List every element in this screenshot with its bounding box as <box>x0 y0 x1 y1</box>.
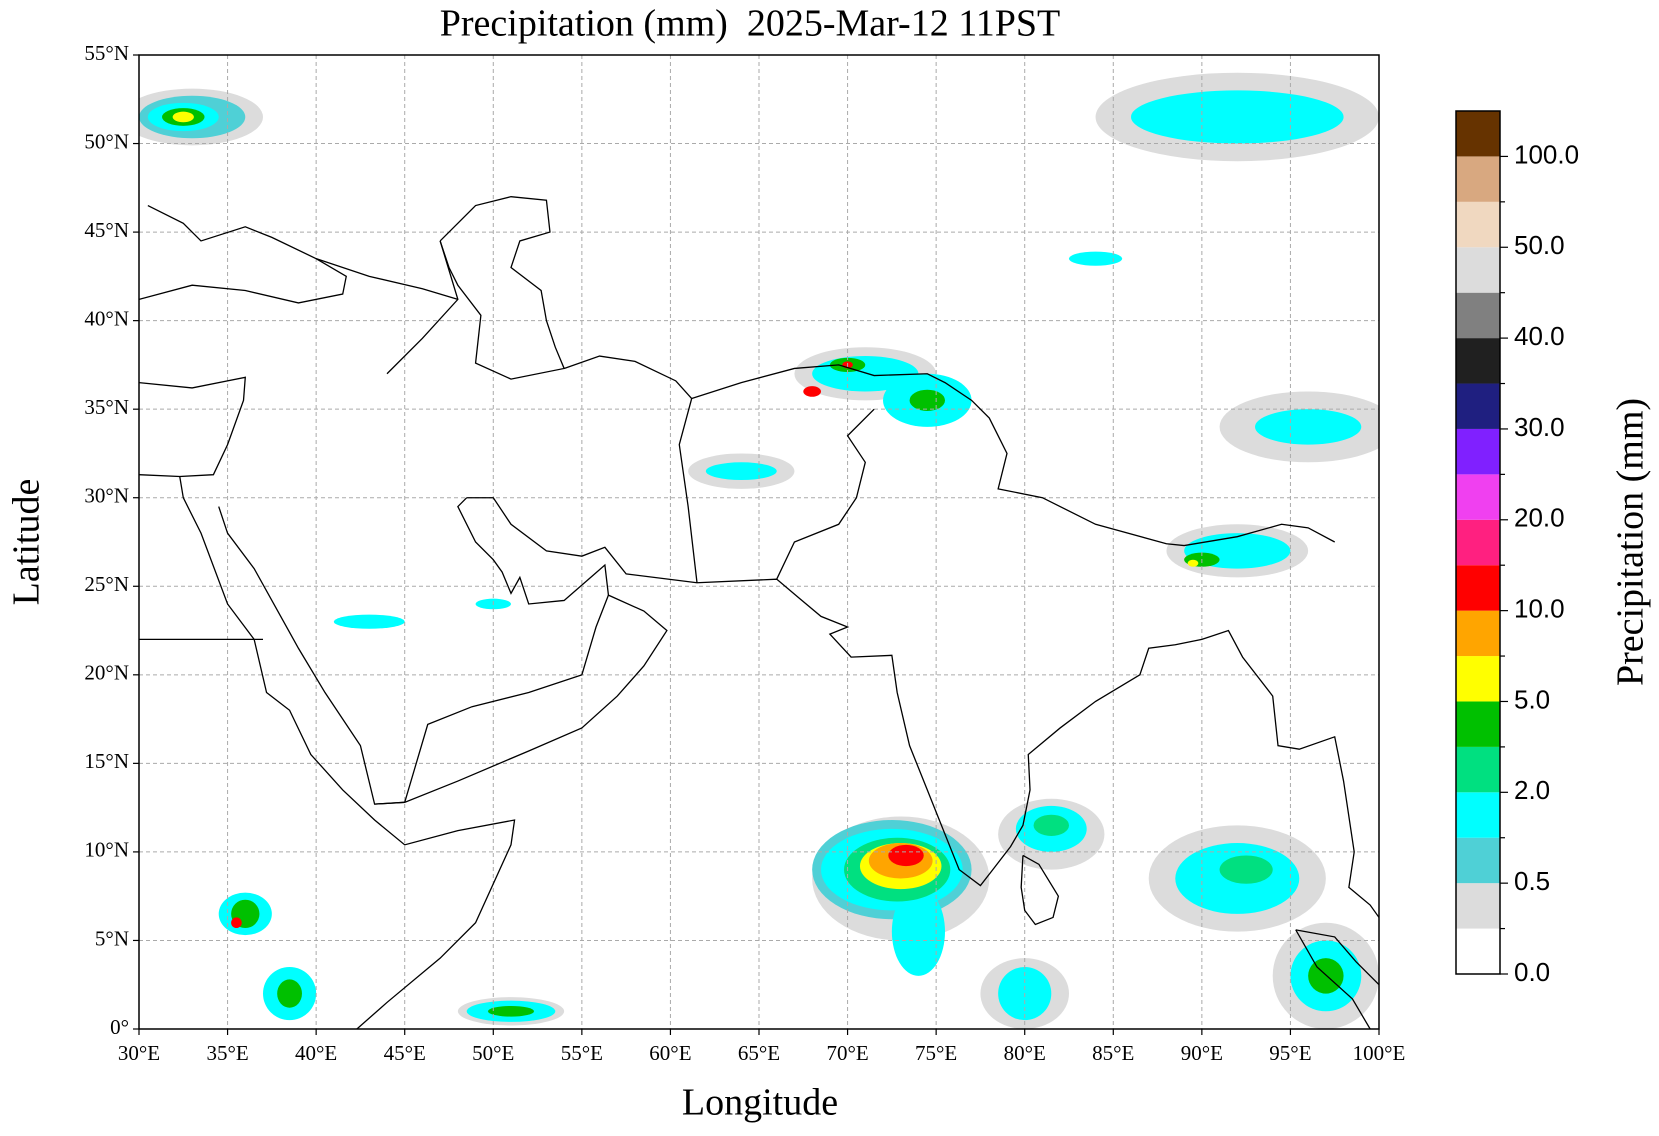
colorbar-segment <box>1456 656 1500 702</box>
map-area <box>139 55 1379 1029</box>
colorbar-segment <box>1456 428 1500 475</box>
coastline <box>563 355 693 399</box>
x-tick-label: 50°E <box>472 1041 514 1065</box>
precip-patch <box>487 1005 535 1017</box>
colorbar-segment <box>1456 610 1500 657</box>
y-tick-label: 25°N <box>84 572 129 596</box>
y-axis-label: Latitude <box>6 479 48 606</box>
coastline <box>404 594 610 803</box>
y-tick-label: 40°N <box>84 306 129 330</box>
x-tick-label: 75°E <box>915 1041 957 1065</box>
colorbar-segment <box>1456 111 1500 157</box>
x-tick-label: 30°E <box>118 1041 160 1065</box>
coastline <box>315 258 459 301</box>
x-axis-label: Longitude <box>682 1082 838 1124</box>
colorbar-segment <box>1456 156 1500 202</box>
precip-patch <box>1255 409 1362 445</box>
colorbar-frame <box>1455 110 1501 975</box>
precip-patch <box>803 386 822 397</box>
colorbar-segment <box>1456 474 1500 520</box>
y-tick-label: 45°N <box>84 218 129 242</box>
y-tick-label: 10°N <box>84 838 129 862</box>
colorbar-segment <box>1456 383 1500 429</box>
colorbar-tick-label: 30.0 <box>1514 412 1565 442</box>
y-tick-label: 30°N <box>84 484 129 508</box>
precip-patch <box>1308 958 1344 994</box>
y-tick-label: 35°N <box>84 395 129 419</box>
coastline <box>1020 854 1060 926</box>
colorbar-label: Precipitation (mm) <box>1610 398 1652 686</box>
y-tick-label: 55°N <box>84 41 129 65</box>
x-tick-label: 35°E <box>206 1041 248 1065</box>
x-tick-label: 55°E <box>561 1041 603 1065</box>
coastline <box>439 196 566 380</box>
precip-patch <box>909 389 945 411</box>
chart-title: Precipitation (mm) 2025-Mar-12 11PST <box>440 3 1061 45</box>
colorbar-segment <box>1456 247 1500 293</box>
coastline <box>776 408 875 580</box>
colorbar-segment <box>1456 201 1500 248</box>
colorbar-tick-label: 50.0 <box>1514 230 1565 260</box>
precip-patch <box>888 844 924 867</box>
coastline <box>1295 929 1379 986</box>
colorbar-tick-label: 0.0 <box>1514 957 1550 987</box>
coastline <box>386 240 459 375</box>
x-tick-label: 100°E <box>1353 1041 1406 1065</box>
precip-patch <box>1033 814 1070 836</box>
y-tick-label: 5°N <box>95 926 129 950</box>
colorbar-tick-label: 100.0 <box>1514 139 1579 169</box>
colorbar-segment <box>1456 746 1500 793</box>
colorbar-tick-label: 2.0 <box>1514 775 1550 805</box>
precip-patch <box>277 979 302 1008</box>
x-tick-label: 70°E <box>826 1041 868 1065</box>
x-tick-label: 60°E <box>649 1041 691 1065</box>
y-tick-label: 15°N <box>84 749 129 773</box>
precip-patch <box>1187 559 1199 567</box>
precip-patch <box>1131 90 1344 144</box>
colorbar-segment <box>1456 792 1500 838</box>
coastline <box>374 801 405 805</box>
x-tick-label: 85°E <box>1092 1041 1134 1065</box>
colorbar-tick-label: 20.0 <box>1514 503 1565 533</box>
coastline <box>218 497 668 805</box>
y-tick-label: 20°N <box>84 661 129 685</box>
colorbar-tick-label: 0.5 <box>1514 866 1550 896</box>
precip-patch <box>1219 855 1273 884</box>
precip-patch <box>231 917 242 929</box>
coastline <box>678 364 1336 583</box>
coastline <box>179 476 516 1029</box>
x-tick-label: 45°E <box>384 1041 426 1065</box>
x-tick-label: 65°E <box>738 1041 780 1065</box>
precip-patch <box>1069 251 1123 266</box>
colorbar-tick-label: 5.0 <box>1514 684 1550 714</box>
x-tick-label: 40°E <box>295 1041 337 1065</box>
coastline <box>139 376 246 478</box>
colorbar-segment <box>1456 701 1500 747</box>
colorbar-segment <box>1456 565 1500 611</box>
x-tick-label: 80°E <box>1004 1041 1046 1065</box>
y-tick-label: 50°N <box>84 129 129 153</box>
colorbar-tick-label: 40.0 <box>1514 321 1565 351</box>
colorbar-segment <box>1456 928 1500 974</box>
x-tick-label: 90°E <box>1181 1041 1223 1065</box>
precip-patch <box>891 887 946 976</box>
y-tick-label: 0° <box>110 1015 129 1039</box>
colorbar-segment <box>1456 292 1500 339</box>
precip-patch <box>333 614 405 629</box>
colorbar-tick-label: 10.0 <box>1514 594 1565 624</box>
precip-patch <box>705 462 777 481</box>
colorbar-segment <box>1456 837 1500 884</box>
precip-patch <box>172 111 194 123</box>
colorbar-segment <box>1456 883 1500 929</box>
coastline <box>139 204 347 304</box>
colorbar-segment <box>1456 519 1500 566</box>
colorbar-segment <box>1456 338 1500 384</box>
coastline <box>1295 929 1371 1029</box>
x-tick-label: 95°E <box>1269 1041 1311 1065</box>
